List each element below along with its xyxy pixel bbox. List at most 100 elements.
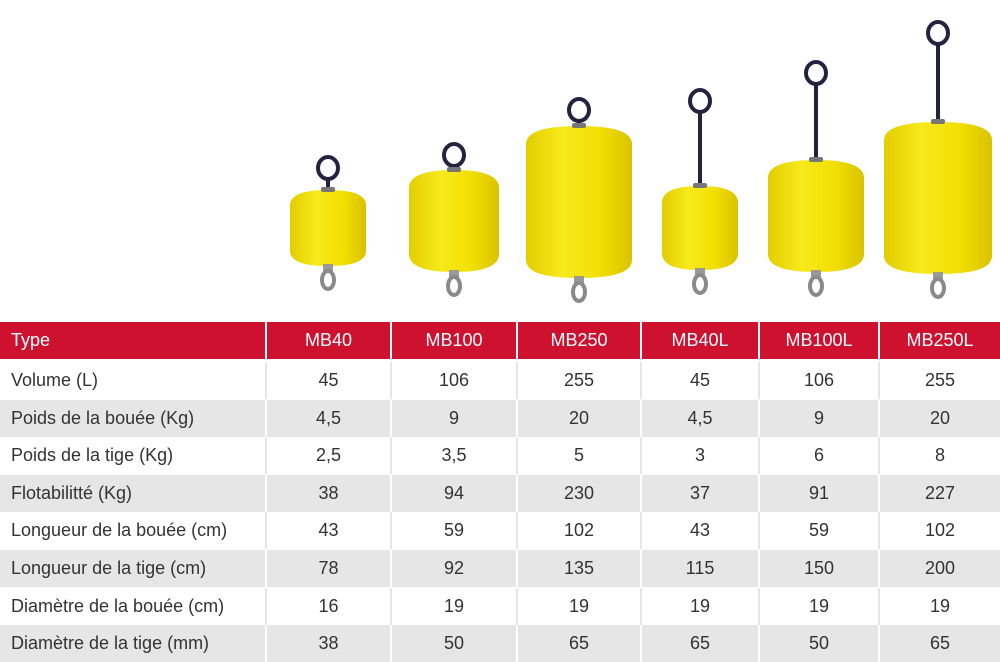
cell: 65 [640,625,758,662]
cell: 65 [516,625,640,662]
cell: 19 [640,587,758,625]
cell: 19 [516,587,640,625]
buoy-illustration [290,20,992,303]
table-row: Longueur de la tige (cm) 78 92 135 115 150 200 [0,550,1000,587]
buoy-body [526,126,632,278]
table-row: Diamètre de la bouée (cm) 16 19 19 19 19 19 [0,587,1000,625]
buoy-body [884,122,992,274]
swivel-eye [930,277,946,299]
swivel-eye [808,275,824,297]
table-row: Diamètre de la tige (mm) 38 50 65 65 50 65 [0,625,1000,662]
cell: MB40L [640,322,758,359]
table-row: Poids de la tige (Kg) 2,5 3,5 5 3 6 8 [0,437,1000,475]
table-row: Poids de la bouée (Kg) 4,5 9 20 4,5 9 20 [0,399,1000,437]
cell: 59 [390,512,516,550]
table-row: Flotabilitté (Kg) 38 94 230 37 91 227 [0,474,1000,512]
row-label: Volume (L) [0,362,265,399]
swivel-neck [811,270,821,278]
cell: MB100 [390,322,516,359]
cell: 135 [516,550,640,587]
top-cap [693,183,707,188]
cell: 8 [878,437,1000,475]
swivel-eye [571,281,587,303]
cell: 92 [390,550,516,587]
cell: 3 [640,437,758,475]
top-cap [321,187,335,192]
row-label: Diamètre de la bouée (cm) [0,587,265,625]
cell: 4,5 [640,399,758,437]
cell: 50 [758,625,878,662]
cell: 9 [390,399,516,437]
cell: 200 [878,550,1000,587]
cell: 45 [640,362,758,399]
cell: MB100L [758,322,878,359]
swivel-neck [933,272,943,280]
swivel-neck [574,276,584,284]
cell: 106 [390,362,516,399]
cell: 9 [758,399,878,437]
swivel-eye [320,269,336,291]
cell: 20 [516,399,640,437]
cell: 38 [265,474,390,512]
cell: 150 [758,550,878,587]
cell: MB40 [265,322,390,359]
top-cap [447,167,461,172]
top-cap [809,157,823,162]
cell: 78 [265,550,390,587]
ring [804,60,828,86]
cell: MB250 [516,322,640,359]
ring [316,155,340,181]
cell: 106 [758,362,878,399]
cell: 255 [516,362,640,399]
cell: 43 [640,512,758,550]
cell: 37 [640,474,758,512]
ring [926,20,950,46]
buoy-body [768,160,864,272]
cell: 65 [878,625,1000,662]
top-cap [572,123,586,128]
cell: 45 [265,362,390,399]
row-label: Longueur de la bouée (cm) [0,512,265,550]
cell: 19 [878,587,1000,625]
buoy-body [290,190,366,266]
cell: 94 [390,474,516,512]
swivel-eye [446,275,462,297]
table-row: Volume (L) 45 106 255 45 106 255 [0,362,1000,399]
cell: 102 [516,512,640,550]
cell: 230 [516,474,640,512]
header-row: Type MB40 MB100 MB250 MB40L MB100L MB250L [0,322,1000,359]
cell: 38 [265,625,390,662]
cell: 19 [758,587,878,625]
cell: 16 [265,587,390,625]
cell: 3,5 [390,437,516,475]
buoy-body [662,186,738,270]
swivel-neck [323,264,333,272]
cell: 4,5 [265,399,390,437]
buoy-body [409,170,499,272]
ring [567,97,591,123]
cell: 91 [758,474,878,512]
cell: 59 [758,512,878,550]
cell: 5 [516,437,640,475]
cell: 2,5 [265,437,390,475]
table-row: Longueur de la bouée (cm) 43 59 102 43 59 102 [0,512,1000,550]
cell: 227 [878,474,1000,512]
swivel-neck [695,268,705,276]
cell: 255 [878,362,1000,399]
top-cap [931,119,945,124]
row-label: Diamètre de la tige (mm) [0,625,265,662]
cell: 20 [878,399,1000,437]
cell: 6 [758,437,878,475]
cell: 43 [265,512,390,550]
cell: MB250L [878,322,1000,359]
swivel-neck [449,270,459,278]
row-label: Poids de la tige (Kg) [0,437,265,475]
row-label: Type [0,322,265,359]
cell: 50 [390,625,516,662]
ring [688,88,712,114]
cell: 102 [878,512,1000,550]
cell: 115 [640,550,758,587]
row-label: Poids de la bouée (Kg) [0,399,265,437]
ring [442,142,466,168]
